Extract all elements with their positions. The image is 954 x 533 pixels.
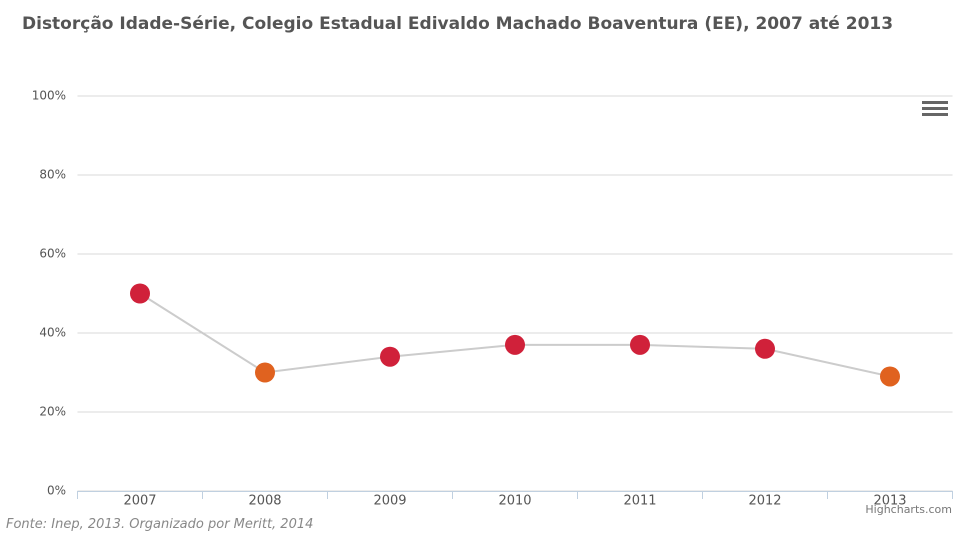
y-tick-label: 0%: [47, 484, 66, 498]
chart-title: Distorção Idade-Série, Colegio Estadual …: [22, 14, 894, 34]
source-note: Fonte: Inep, 2013. Organizado por Meritt…: [6, 517, 314, 532]
x-tick-label: 2007: [123, 494, 156, 509]
data-point: [755, 338, 775, 359]
menu-button[interactable]: [918, 96, 952, 122]
y-tick-label: 40%: [39, 326, 66, 340]
x-tick-label: 2012: [748, 494, 781, 509]
y-tick-label: 80%: [39, 168, 66, 182]
x-tick-label: 2008: [248, 494, 281, 509]
y-tick-label: 20%: [39, 405, 66, 419]
credits: Highcharts.com: [865, 503, 952, 516]
y-tick-label: 60%: [39, 247, 66, 261]
data-point: [255, 362, 275, 383]
data-point: [880, 366, 900, 387]
menu-line[interactable]: [922, 101, 948, 104]
x-tick-label: 2009: [373, 494, 406, 509]
x-tick-label: 2013: [873, 494, 906, 509]
x-tick-label: 2010: [498, 494, 531, 509]
data-point: [380, 346, 400, 367]
data-point: [505, 334, 525, 355]
menu-line[interactable]: [922, 107, 948, 110]
y-tick-label: 100%: [32, 89, 66, 103]
x-tick-label: 2011: [623, 494, 656, 509]
data-point: [630, 334, 650, 355]
data-point: [130, 283, 150, 304]
menu-line[interactable]: [922, 113, 948, 116]
